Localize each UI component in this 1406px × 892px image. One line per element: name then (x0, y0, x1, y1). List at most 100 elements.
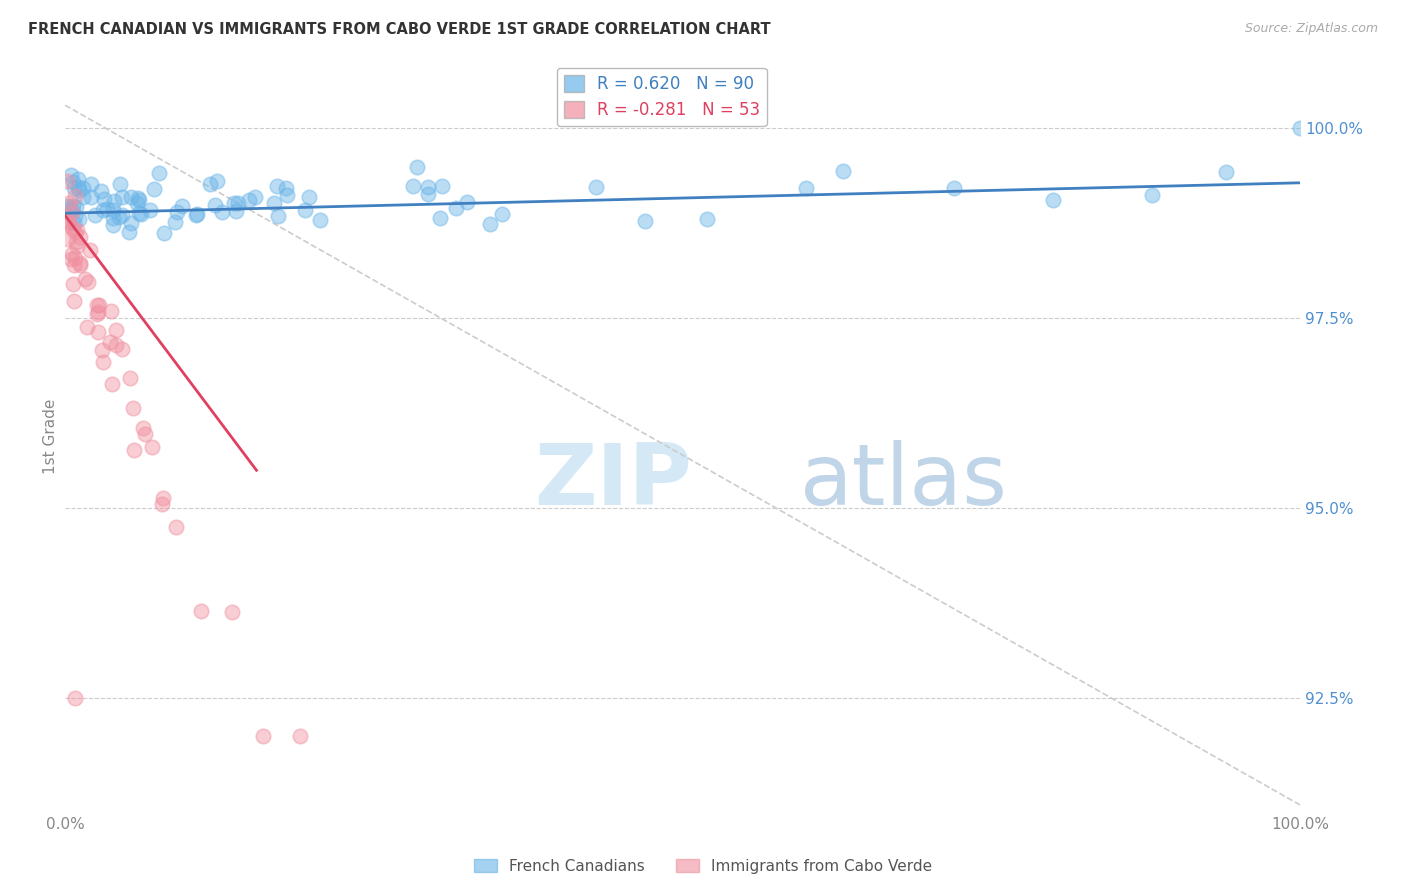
Point (416, 180, 439, 194)
Point (152, 491, 174, 505)
Point (794, 180, 817, 194)
Point (491, 207, 513, 221)
Point (59, 200, 82, 214)
Point (62, 175, 84, 189)
Point (163, 215, 186, 229)
Point (65, 200, 87, 214)
Point (76, 319, 98, 334)
Point (60, 246, 83, 260)
Point (56, 232, 79, 246)
Point (456, 195, 478, 210)
Point (943, 181, 966, 195)
Point (67, 211, 90, 226)
Point (141, 440, 163, 454)
Point (100, 303, 122, 318)
Text: ZIP: ZIP (534, 440, 692, 523)
Point (104, 323, 127, 337)
Point (418, 187, 440, 202)
Point (127, 191, 149, 205)
Point (58, 212, 80, 227)
Point (186, 208, 208, 222)
Point (72, 181, 94, 195)
Point (122, 442, 145, 457)
Point (108, 177, 131, 191)
Point (60, 202, 83, 217)
Point (101, 203, 124, 218)
Point (198, 177, 221, 191)
Point (63, 209, 86, 223)
Point (165, 520, 187, 534)
Point (585, 179, 607, 194)
Point (111, 208, 134, 222)
Point (696, 212, 718, 227)
Legend: French Canadians, Immigrants from Cabo Verde: French Canadians, Immigrants from Cabo V… (468, 853, 938, 880)
Point (211, 205, 233, 219)
Point (222, 196, 245, 211)
Point (139, 203, 162, 218)
Point (1140, 187, 1163, 202)
Point (56, 174, 79, 188)
Point (91, 202, 114, 217)
Point (100, 334, 122, 349)
Point (69, 255, 91, 269)
Point (67, 171, 90, 186)
Point (294, 203, 316, 218)
Point (190, 604, 212, 618)
Point (101, 211, 124, 225)
Point (444, 202, 467, 216)
Point (58, 196, 80, 211)
Point (308, 213, 330, 227)
Point (72, 189, 94, 203)
Point (148, 166, 170, 180)
Point (69, 229, 91, 244)
Point (76, 275, 98, 289)
Point (91, 343, 114, 357)
Point (267, 209, 290, 223)
Point (66, 222, 89, 236)
Point (238, 193, 260, 207)
Point (91, 355, 114, 369)
Point (252, 730, 274, 744)
Point (103, 194, 125, 208)
Legend: R = 0.620   N = 90, R = -0.281   N = 53: R = 0.620 N = 90, R = -0.281 N = 53 (557, 68, 766, 126)
Point (67, 179, 90, 194)
Point (62, 221, 84, 235)
Point (1042, 193, 1064, 207)
Point (1215, 165, 1237, 179)
Text: FRENCH CANADIAN VS IMMIGRANTS FROM CABO VERDE 1ST GRADE CORRELATION CHART: FRENCH CANADIAN VS IMMIGRANTS FROM CABO … (28, 22, 770, 37)
Point (79, 177, 101, 191)
Point (132, 420, 155, 434)
Point (62, 181, 84, 195)
Point (129, 207, 152, 221)
Point (205, 174, 228, 188)
Point (104, 338, 127, 352)
Point (103, 218, 125, 232)
Text: Source: ZipAtlas.com: Source: ZipAtlas.com (1244, 22, 1378, 36)
Point (62, 199, 84, 213)
Point (96, 202, 118, 216)
Point (80, 190, 103, 204)
Point (276, 187, 298, 202)
Point (90, 184, 112, 198)
Point (166, 204, 188, 219)
Point (86, 305, 108, 319)
Text: atlas: atlas (800, 440, 1008, 523)
Point (58, 217, 80, 231)
Point (87, 297, 110, 311)
Point (298, 189, 321, 203)
Point (266, 179, 288, 194)
Point (832, 164, 855, 178)
Point (118, 371, 141, 385)
Point (86, 307, 108, 321)
Point (429, 211, 451, 225)
Point (111, 342, 134, 356)
Point (65, 235, 87, 250)
Point (108, 210, 131, 224)
Point (405, 161, 427, 175)
Point (120, 216, 142, 230)
Point (634, 214, 657, 228)
Point (172, 198, 194, 212)
Point (1289, 121, 1312, 136)
Point (67, 183, 90, 197)
Point (79, 244, 101, 258)
